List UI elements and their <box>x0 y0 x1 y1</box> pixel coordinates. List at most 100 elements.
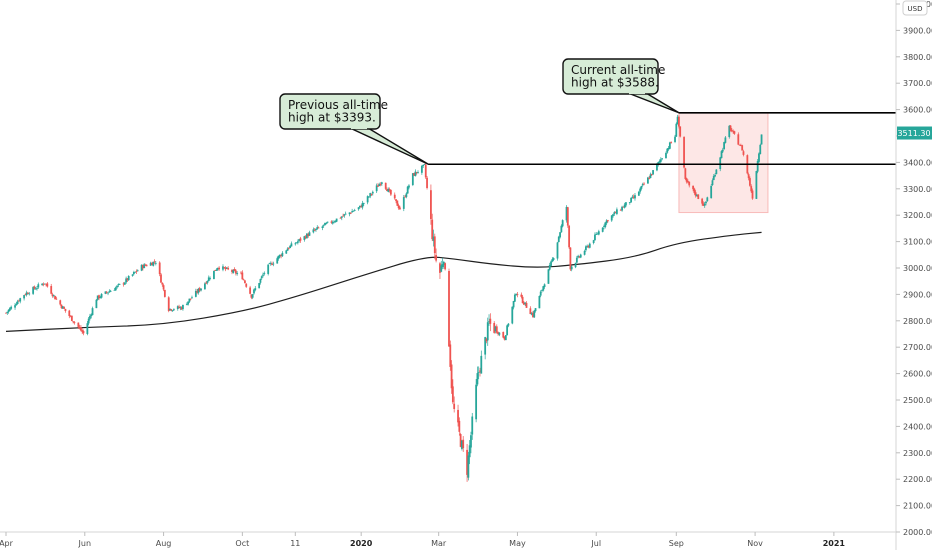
candle-229[interactable] <box>417 170 419 174</box>
candle-265[interactable] <box>484 336 487 360</box>
candle-316[interactable] <box>575 255 578 264</box>
candle-411[interactable] <box>747 172 750 181</box>
candle-419[interactable] <box>760 134 763 145</box>
candle-342[interactable] <box>622 206 625 208</box>
candle-382[interactable] <box>694 190 697 198</box>
candle-15[interactable] <box>32 286 35 295</box>
candle-275[interactable] <box>502 331 505 339</box>
candle-176[interactable] <box>322 224 325 228</box>
candle-160[interactable] <box>294 242 297 246</box>
candle-273[interactable] <box>497 331 499 336</box>
candle-307[interactable] <box>559 231 561 239</box>
candle-214[interactable] <box>389 189 392 196</box>
candle-14[interactable] <box>28 291 31 296</box>
candle-233[interactable] <box>424 162 427 179</box>
candle-19[interactable] <box>37 282 40 289</box>
candle-198[interactable] <box>361 200 364 210</box>
candle-11[interactable] <box>24 293 27 296</box>
candle-295[interactable] <box>538 295 541 309</box>
candle-76[interactable] <box>142 264 144 271</box>
candle-315[interactable] <box>574 262 577 269</box>
candle-21[interactable] <box>42 282 45 287</box>
candle-117[interactable] <box>215 268 218 272</box>
candle-260[interactable] <box>475 378 478 423</box>
candle-102[interactable] <box>188 298 191 303</box>
candle-397[interactable] <box>721 147 724 153</box>
candle-274[interactable] <box>498 332 501 337</box>
candle-181[interactable] <box>331 220 334 225</box>
candle-327[interactable] <box>595 232 598 235</box>
candle-24[interactable] <box>46 282 49 288</box>
candle-65[interactable] <box>122 282 125 287</box>
candle-69[interactable] <box>127 275 130 281</box>
candle-309[interactable] <box>561 219 564 228</box>
candle-282[interactable] <box>513 293 516 303</box>
candle-409[interactable] <box>742 149 745 157</box>
candle-87[interactable] <box>161 282 164 287</box>
candle-278[interactable] <box>506 324 509 336</box>
candle-222[interactable] <box>405 192 408 199</box>
candle-144[interactable] <box>263 271 266 276</box>
candle-108[interactable] <box>198 286 201 293</box>
candle-174[interactable] <box>317 226 320 229</box>
candle-139[interactable] <box>254 286 257 292</box>
candle-137[interactable] <box>251 294 254 300</box>
candle-396[interactable] <box>720 150 723 159</box>
candle-416[interactable] <box>756 159 759 174</box>
candle-156[interactable] <box>286 247 289 251</box>
candle-39[interactable] <box>73 321 76 325</box>
candle-294[interactable] <box>534 307 537 313</box>
candle-401[interactable] <box>729 124 732 132</box>
candle-358[interactable] <box>650 173 653 176</box>
candle-20[interactable] <box>41 282 44 286</box>
candle-255[interactable] <box>466 444 468 482</box>
candle-381[interactable] <box>693 187 696 195</box>
candle-91[interactable] <box>169 308 171 312</box>
candle-277[interactable] <box>504 335 507 341</box>
candle-163[interactable] <box>298 238 301 243</box>
candle-391[interactable] <box>711 178 714 186</box>
candle-237[interactable] <box>432 229 435 247</box>
candle-228[interactable] <box>415 172 418 175</box>
candle-215[interactable] <box>393 192 396 200</box>
candle-152[interactable] <box>278 254 281 259</box>
candle-261[interactable] <box>476 366 479 387</box>
candle-147[interactable] <box>269 261 272 266</box>
candle-191[interactable] <box>349 212 352 214</box>
candle-7[interactable] <box>16 299 19 305</box>
candle-216[interactable] <box>395 199 397 204</box>
candle-146[interactable] <box>268 262 271 265</box>
candle-352[interactable] <box>640 185 643 191</box>
candle-272[interactable] <box>495 324 498 334</box>
candle-133[interactable] <box>244 279 246 284</box>
candle-385[interactable] <box>701 197 704 206</box>
candle-93[interactable] <box>171 310 174 312</box>
candle-308[interactable] <box>560 224 563 233</box>
candle-271[interactable] <box>494 325 497 334</box>
candle-27[interactable] <box>52 294 55 298</box>
candle-2[interactable] <box>7 309 10 314</box>
candle-318[interactable] <box>578 255 581 259</box>
candle-368[interactable] <box>668 141 671 150</box>
candle-253[interactable] <box>461 439 463 451</box>
candle-217[interactable] <box>396 200 399 206</box>
candle-83[interactable] <box>153 259 156 265</box>
candle-249[interactable] <box>453 396 456 413</box>
candle-63[interactable] <box>117 283 120 288</box>
candle-95[interactable] <box>176 305 179 311</box>
candle-0[interactable] <box>5 312 7 314</box>
candle-186[interactable] <box>340 215 343 221</box>
candle-364[interactable] <box>661 157 664 161</box>
candle-354[interactable] <box>643 182 645 186</box>
candle-333[interactable] <box>605 219 608 226</box>
candle-10[interactable] <box>23 294 25 301</box>
candle-407[interactable] <box>739 143 742 147</box>
candle-331[interactable] <box>603 224 605 230</box>
candle-77[interactable] <box>143 263 146 269</box>
candle-210[interactable] <box>384 182 387 190</box>
candle-257[interactable] <box>468 440 471 465</box>
candle-84[interactable] <box>154 260 157 266</box>
candle-86[interactable] <box>160 272 162 283</box>
candle-154[interactable] <box>281 251 284 257</box>
candle-111[interactable] <box>205 281 208 285</box>
